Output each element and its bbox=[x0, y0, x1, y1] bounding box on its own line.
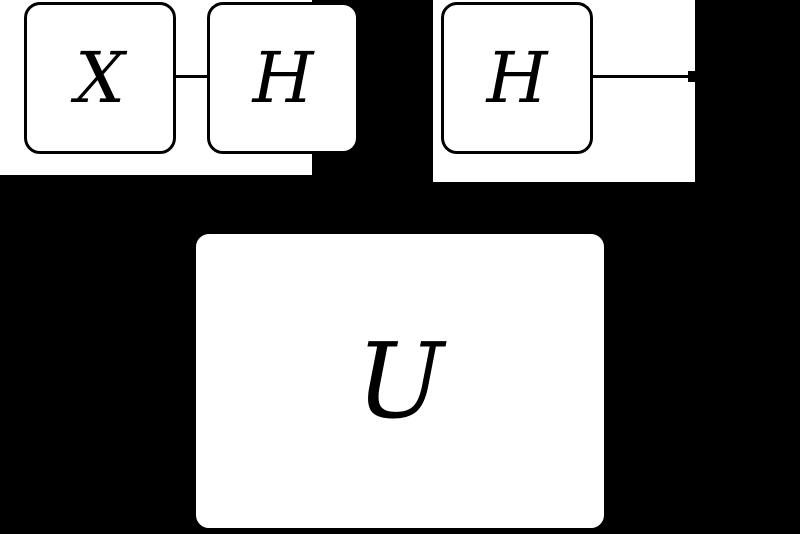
wire-x-to-h bbox=[170, 75, 215, 78]
gate-u: U bbox=[193, 231, 607, 531]
gate-u-label: U bbox=[356, 320, 444, 442]
gate-h-second-label: H bbox=[486, 37, 548, 119]
wire-terminal bbox=[688, 71, 695, 82]
wire-h-output bbox=[590, 75, 695, 78]
gate-h-second: H bbox=[441, 2, 593, 154]
gate-x: X bbox=[24, 2, 176, 154]
gate-h-first: H bbox=[207, 2, 359, 154]
gate-h-first-label: H bbox=[252, 37, 314, 119]
gate-x-label: X bbox=[75, 37, 125, 119]
